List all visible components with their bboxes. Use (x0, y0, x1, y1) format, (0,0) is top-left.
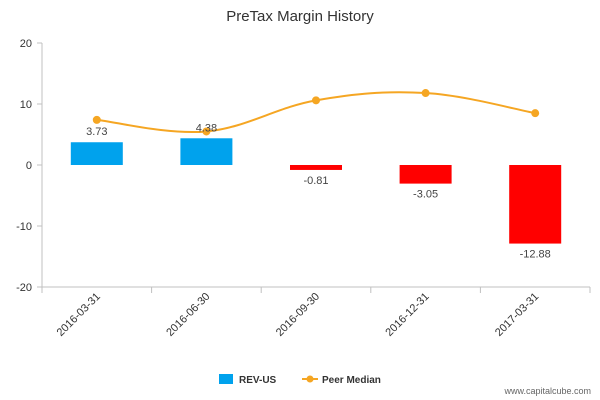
watermark: www.capitalcube.com (503, 386, 591, 396)
bars (70, 138, 562, 244)
legend-rev-swatch (219, 374, 233, 384)
y-tick-label: 10 (20, 99, 32, 111)
x-tick-label: 2016-09-30 (274, 291, 322, 339)
bar-data-label: -12.88 (520, 249, 551, 261)
x-tick-label: 2016-03-31 (55, 291, 103, 339)
y-tick-label: -20 (16, 282, 32, 294)
bar (509, 165, 562, 244)
x-tick-label: 2016-06-30 (164, 291, 212, 339)
peer-median-point (531, 109, 540, 118)
bar-data-label: 3.73 (86, 126, 107, 138)
peer-median-line (92, 89, 540, 136)
bar (399, 165, 452, 184)
y-tick-label: -10 (16, 221, 32, 233)
legend: REV-US Peer Median (219, 374, 381, 386)
peer-median-point (421, 89, 430, 98)
x-tick-label: 2017-03-31 (493, 291, 541, 339)
y-tick-label: 0 (26, 160, 32, 172)
y-tick-label: 20 (20, 38, 32, 50)
legend-rev-label: REV-US (239, 375, 277, 386)
bar-data-label: 4.38 (196, 122, 217, 134)
chart-title: PreTax Margin History (226, 8, 374, 25)
bar (290, 165, 342, 170)
legend-peer-label: Peer Median (322, 375, 381, 386)
bar (180, 138, 233, 165)
peer-median-point (202, 127, 211, 136)
bar (70, 142, 123, 165)
x-tick-label: 2016-12-31 (383, 291, 431, 339)
peer-median-point (312, 96, 320, 105)
axes: 20 10 0 -10 -20 2016-03-31 2016-06-30 2016-09-3… (16, 38, 591, 339)
legend-peer-marker (306, 375, 314, 383)
peer-median-point (92, 115, 101, 124)
bar-data-label: -3.05 (413, 189, 438, 201)
bar-data-label: -0.81 (303, 175, 328, 187)
data-labels: 3.73 4.38 -0.81 -3.05 -12.88 (86, 122, 551, 260)
